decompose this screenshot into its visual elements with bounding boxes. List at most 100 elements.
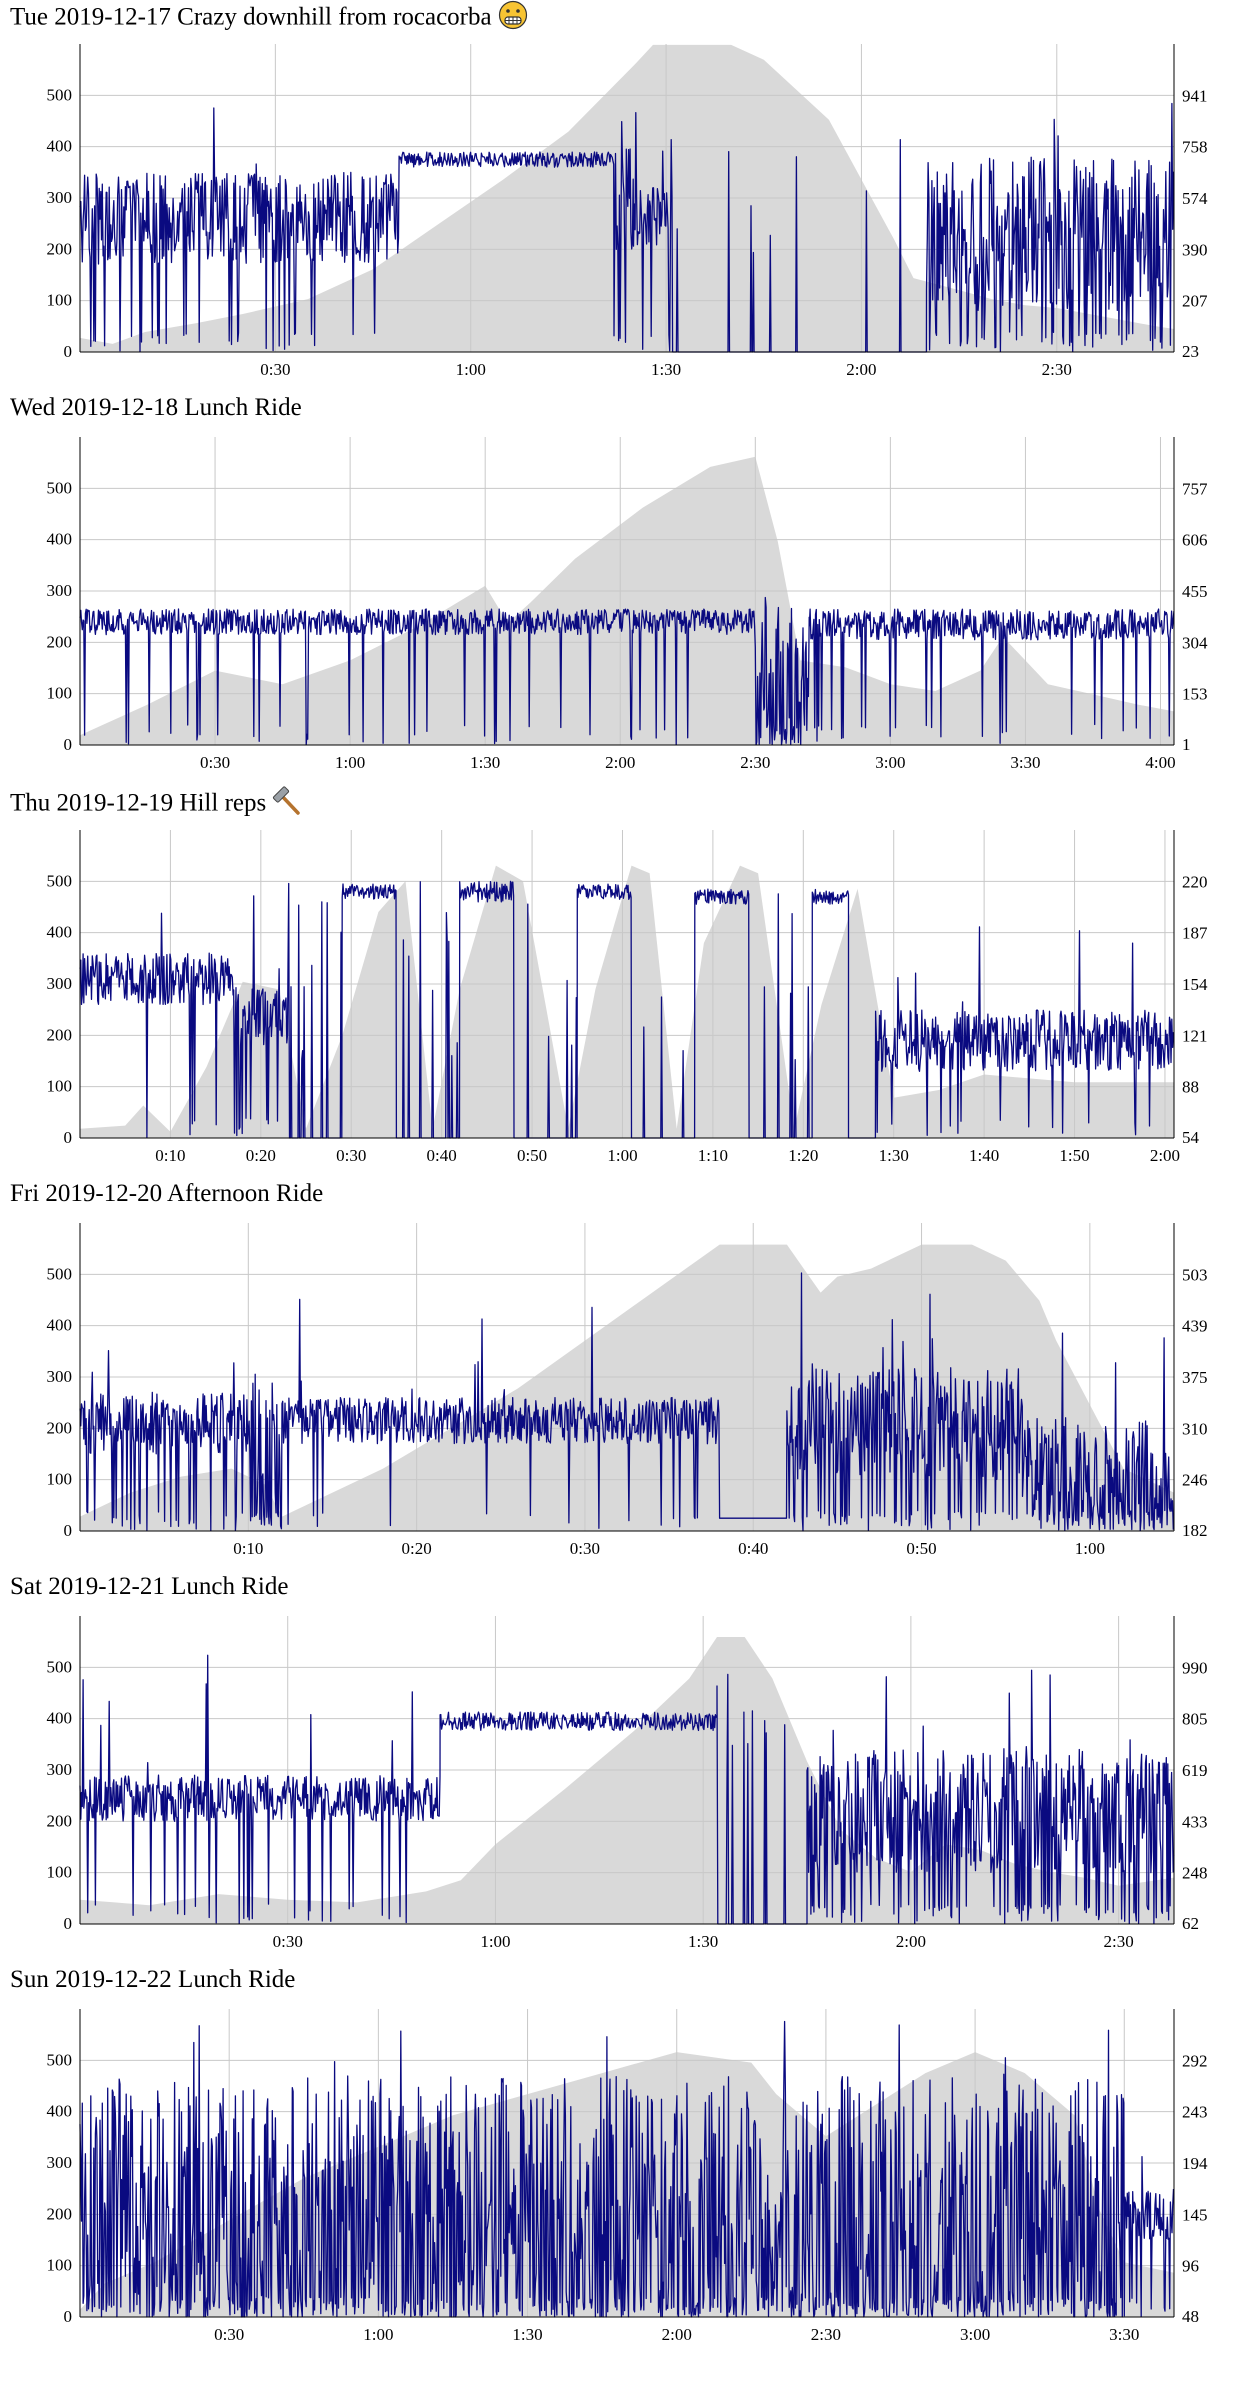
time-tick-label: 1:00 — [1075, 1539, 1105, 1558]
ride-title: Sun 2019-12-22 Lunch Ride — [10, 1965, 295, 1995]
power-tick-label: 200 — [47, 1418, 73, 1437]
elevation-tick-label: 248 — [1182, 1864, 1208, 1883]
ride-panel: Tue 2019-12-17 Crazy downhill from rocac… — [0, 0, 1250, 393]
power-tick-label: 100 — [47, 1077, 73, 1096]
time-tick-label: 2:00 — [846, 360, 876, 379]
time-tick-label: 1:30 — [470, 753, 500, 772]
power-tick-label: 400 — [47, 923, 73, 942]
power-tick-label: 0 — [64, 1914, 73, 1933]
elevation-tick-label: 88 — [1182, 1078, 1199, 1097]
time-tick-label: 1:00 — [456, 360, 486, 379]
time-tick-label: 3:30 — [1010, 753, 1040, 772]
ride-chart: 0 100 200 300 400 500 48 96 145 194 243 292 0:30 1:00… — [47, 2009, 1208, 2344]
ride-panel: Sat 2019-12-21 Lunch Ride 0 100 200 300 400 50… — [0, 1572, 1250, 1965]
power-tick-label: 300 — [47, 1367, 73, 1386]
power-line — [79, 102, 1175, 353]
time-tick-label: 0:50 — [517, 1146, 547, 1165]
power-tick-label: 300 — [47, 581, 73, 600]
ride-title-text: Sat 2019-12-21 Lunch Ride — [10, 1573, 289, 1600]
power-tick-label: 0 — [64, 2307, 73, 2326]
elevation-tick-label: 153 — [1182, 685, 1208, 704]
power-tick-label: 400 — [47, 1709, 73, 1728]
elevation-tick-label: 805 — [1182, 1710, 1208, 1729]
elevation-tick-label: 574 — [1182, 189, 1208, 208]
elevation-tick-label: 1 — [1182, 735, 1191, 754]
time-tick-label: 1:30 — [688, 1932, 718, 1951]
power-tick-label: 100 — [47, 2256, 73, 2275]
time-tick-label: 1:30 — [512, 2325, 542, 2344]
time-tick-label: 0:30 — [336, 1146, 366, 1165]
ride-title-text: Wed 2019-12-18 Lunch Ride — [10, 394, 302, 421]
power-tick-label: 200 — [47, 2204, 73, 2223]
power-line — [79, 880, 1174, 1139]
ride-title: Sat 2019-12-21 Lunch Ride — [10, 1572, 288, 1602]
elevation-area — [80, 1637, 1174, 1924]
time-tick-label: 1:00 — [607, 1146, 637, 1165]
elevation-tick-label: 941 — [1182, 86, 1208, 105]
power-tick-label: 100 — [47, 1470, 73, 1489]
time-tick-label: 2:00 — [1150, 1146, 1180, 1165]
elevation-tick-label: 246 — [1182, 1471, 1208, 1490]
elevation-tick-label: 758 — [1182, 138, 1208, 157]
time-tick-label: 0:30 — [214, 2325, 244, 2344]
power-tick-label: 500 — [47, 2050, 73, 2069]
elevation-tick-label: 207 — [1182, 292, 1208, 311]
power-tick-label: 200 — [47, 632, 73, 651]
time-tick-label: 0:10 — [155, 1146, 185, 1165]
elevation-tick-label: 433 — [1182, 1812, 1208, 1831]
elevation-tick-label: 121 — [1182, 1026, 1208, 1045]
time-tick-label: 2:00 — [605, 753, 635, 772]
time-tick-label: 1:20 — [788, 1146, 818, 1165]
power-tick-label: 400 — [47, 137, 73, 156]
ride-panel: Thu 2019-12-19 Hill reps 0 100 200 300 400 500… — [0, 786, 1250, 1179]
elevation-tick-label: 154 — [1182, 975, 1208, 994]
elevation-tick-label: 194 — [1182, 2154, 1208, 2173]
time-tick-label: 0:30 — [273, 1932, 303, 1951]
time-tick-label: 3:00 — [875, 753, 905, 772]
time-tick-label: 0:30 — [570, 1539, 600, 1558]
hammer-icon — [272, 786, 302, 824]
elevation-tick-label: 606 — [1182, 531, 1208, 550]
ride-title-text: Sun 2019-12-22 Lunch Ride — [10, 1966, 296, 1993]
power-tick-label: 0 — [64, 1128, 73, 1147]
ride-title: Tue 2019-12-17 Crazy downhill from rocac… — [10, 0, 528, 38]
power-tick-label: 200 — [47, 1811, 73, 1830]
power-tick-label: 200 — [47, 1025, 73, 1044]
ride-title: Thu 2019-12-19 Hill reps — [10, 786, 302, 824]
ride-title-text: Tue 2019-12-17 Crazy downhill from rocac… — [10, 3, 492, 31]
time-tick-label: 1:10 — [698, 1146, 728, 1165]
elevation-tick-label: 757 — [1182, 479, 1208, 498]
power-line — [79, 596, 1175, 746]
elevation-area — [80, 865, 1174, 1138]
power-tick-label: 500 — [47, 85, 73, 104]
ride-title: Fri 2019-12-20 Afternoon Ride — [10, 1179, 323, 1209]
time-tick-label: 1:00 — [335, 753, 365, 772]
ride-title: Wed 2019-12-18 Lunch Ride — [10, 393, 302, 423]
power-tick-label: 0 — [64, 735, 73, 754]
ride-chart: 0 100 200 300 400 500 182 246 310 375 439 503 0:10 0:… — [47, 1223, 1208, 1558]
elevation-tick-label: 220 — [1182, 872, 1208, 891]
ride-title-text: Thu 2019-12-19 Hill reps — [10, 789, 267, 817]
time-tick-label: 2:00 — [662, 2325, 692, 2344]
ride-chart: 0 100 200 300 400 500 62 248 433 619 805 990 0:30 1:0… — [47, 1616, 1208, 1951]
time-tick-label: 2:30 — [740, 753, 770, 772]
ride-chart: 0 100 200 300 400 500 23 207 390 574 758 941 0:30 1:0… — [47, 44, 1208, 379]
elevation-tick-label: 619 — [1182, 1761, 1208, 1780]
time-tick-label: 2:30 — [811, 2325, 841, 2344]
elevation-area — [80, 456, 1174, 745]
power-tick-label: 500 — [47, 1264, 73, 1283]
power-tick-label: 300 — [47, 1760, 73, 1779]
power-tick-label: 400 — [47, 2102, 73, 2121]
time-tick-label: 0:40 — [738, 1539, 768, 1558]
time-tick-label: 4:00 — [1145, 753, 1175, 772]
elevation-tick-label: 243 — [1182, 2103, 1208, 2122]
power-tick-label: 500 — [47, 871, 73, 890]
time-tick-label: 1:30 — [651, 360, 681, 379]
time-tick-label: 1:50 — [1059, 1146, 1089, 1165]
elevation-tick-label: 145 — [1182, 2205, 1208, 2224]
power-tick-label: 0 — [64, 1521, 73, 1540]
power-tick-label: 200 — [47, 239, 73, 258]
elevation-tick-label: 62 — [1182, 1914, 1199, 1933]
elevation-tick-label: 292 — [1182, 2051, 1208, 2070]
ride-title-text: Fri 2019-12-20 Afternoon Ride — [10, 1180, 324, 1207]
